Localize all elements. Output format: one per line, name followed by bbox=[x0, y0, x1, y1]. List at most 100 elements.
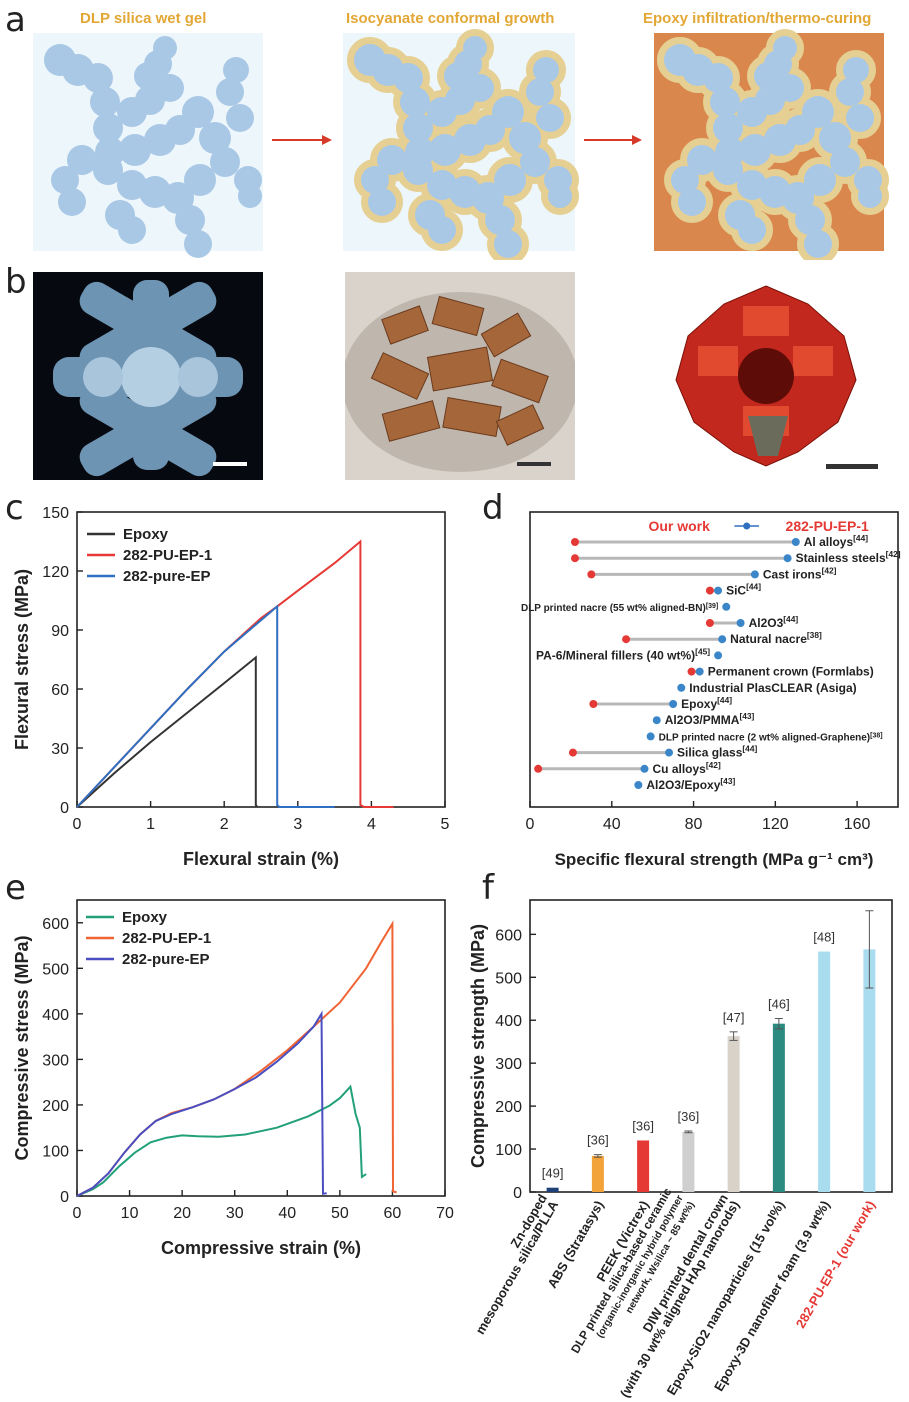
ref-label: [48] bbox=[813, 930, 835, 945]
legend-entry: 282-PU-EP-1 bbox=[122, 930, 211, 947]
x-axis-label: Flexural strain (%) bbox=[183, 849, 339, 869]
x-tick-label: 40 bbox=[278, 1205, 296, 1222]
x-tick-label: 60 bbox=[384, 1205, 402, 1222]
y-tick-label: 200 bbox=[495, 1099, 522, 1116]
panel-a-title-1: DLP silica wet gel bbox=[80, 10, 207, 27]
y-tick-label: 150 bbox=[42, 505, 69, 522]
series-line-282-pure-ep bbox=[76, 604, 335, 808]
our-work-point bbox=[743, 522, 751, 530]
range-max-point bbox=[652, 716, 661, 725]
y-axis-label: Compressive stress (MPa) bbox=[12, 935, 32, 1160]
ref-label: [46] bbox=[768, 997, 790, 1012]
x-axis-label: Specific flexural strength (MPa g⁻¹ cm³) bbox=[555, 850, 874, 869]
material-label: Epoxy[44] bbox=[681, 695, 732, 711]
x-tick-label: 70 bbox=[436, 1205, 454, 1222]
x-tick-label: 0 bbox=[73, 1205, 82, 1222]
x-tick-label: 4 bbox=[367, 816, 376, 833]
range-min-point bbox=[534, 764, 543, 773]
range-max-point bbox=[714, 586, 723, 595]
category-label-group: 282-PU-EP-1 (our work) bbox=[793, 1198, 878, 1331]
ref-label: [36] bbox=[587, 1133, 609, 1148]
x-tick-label: 30 bbox=[226, 1205, 244, 1222]
photo-composite bbox=[648, 276, 884, 476]
panel-a-label: a bbox=[5, 0, 26, 40]
material-label: Cu alloys[42] bbox=[652, 760, 720, 776]
y-tick-label: 30 bbox=[51, 741, 69, 758]
material-label: Al2O3/PMMA[43] bbox=[665, 711, 755, 727]
panel-c-label: c bbox=[5, 488, 24, 528]
photo-silica-gel bbox=[33, 272, 263, 480]
plot-frame bbox=[76, 511, 446, 808]
our-work-label: Our work bbox=[648, 518, 710, 534]
panel-a-title-2: Isocyanate conformal growth bbox=[346, 10, 555, 27]
range-max-point bbox=[736, 619, 745, 627]
bar bbox=[546, 1187, 559, 1192]
legend-entry: 282-pure-EP bbox=[122, 951, 210, 968]
material-label: Al2O3/Epoxy[43] bbox=[646, 776, 735, 792]
arrow-2-head bbox=[632, 135, 642, 145]
material-label: Permanent crown (Formlabs) bbox=[708, 665, 874, 679]
range-min-point bbox=[570, 554, 579, 563]
range-min-point bbox=[568, 748, 577, 757]
y-tick-label: 600 bbox=[42, 916, 69, 933]
y-tick-label: 400 bbox=[495, 1013, 522, 1030]
range-min-point bbox=[687, 667, 696, 676]
x-tick-label: 3 bbox=[293, 816, 302, 833]
compressive-chart: 0 10 20 30 40 50 60 70 0 100 200 300 400 500 600 Compre… bbox=[12, 899, 454, 1258]
ref-label: [47] bbox=[723, 1010, 745, 1025]
range-max-point bbox=[640, 764, 649, 773]
y-tick-label: 200 bbox=[42, 1098, 69, 1115]
plot-frame bbox=[76, 899, 446, 1197]
y-tick-label: 500 bbox=[42, 961, 69, 978]
x-tick-label: 2 bbox=[220, 816, 229, 833]
material-label: Silica glass[44] bbox=[677, 744, 757, 760]
range-min-point bbox=[589, 700, 598, 708]
material-label: Al alloys[44] bbox=[804, 533, 868, 549]
series-line-epoxy bbox=[76, 655, 259, 808]
panel-f-label: f bbox=[482, 868, 494, 908]
range-min-point bbox=[622, 635, 631, 644]
y-tick-label: 400 bbox=[42, 1007, 69, 1024]
material-label: SiC[44] bbox=[726, 582, 761, 598]
x-tick-label: 0 bbox=[73, 816, 82, 833]
panel-a-schematic bbox=[33, 0, 909, 260]
y-tick-label: 90 bbox=[51, 623, 69, 640]
specific-strength-chart: 0 40 80 120 160 Specific flexural strength (M… bbox=[521, 511, 901, 869]
material-label: PA-6/Mineral fillers (40 wt%)[45] bbox=[536, 646, 710, 662]
legend-entry: 282-PU-EP-1 bbox=[123, 547, 212, 564]
y-axis-label: Compressive strength (MPa) bbox=[468, 924, 488, 1168]
scale-bar-2 bbox=[517, 462, 551, 466]
range-max-point bbox=[646, 732, 655, 741]
range-max-point bbox=[722, 602, 731, 611]
category-label: mesoporous silica/PLLA bbox=[472, 1197, 561, 1336]
y-tick-label: 0 bbox=[60, 1189, 69, 1206]
ref-label: [49] bbox=[542, 1166, 564, 1181]
x-tick-label: 20 bbox=[173, 1205, 191, 1222]
scale-bar-1 bbox=[213, 462, 247, 466]
plot-frame bbox=[529, 899, 893, 1193]
bar bbox=[591, 1155, 604, 1192]
material-label: Natural nacre[38] bbox=[730, 630, 822, 646]
bar bbox=[818, 951, 831, 1192]
series-line-282-pure-ep bbox=[76, 1010, 327, 1197]
panel-e-label: e bbox=[5, 868, 26, 908]
compressive-strength-bar-chart: 0 100 200 300 400 500 600 Compressive strength … bbox=[468, 899, 893, 1400]
range-max-point bbox=[783, 554, 792, 563]
ref-label: [36] bbox=[632, 1118, 654, 1133]
y-tick-label: 500 bbox=[495, 970, 522, 987]
our-work-name: 282-PU-EP-1 bbox=[786, 518, 869, 534]
range-max-point bbox=[791, 538, 800, 546]
x-tick-label: 5 bbox=[441, 816, 450, 833]
material-label: DLP printed nacre (55 wt% aligned-BN)[39… bbox=[521, 602, 718, 614]
bar bbox=[863, 949, 876, 1192]
photo-pu-gel bbox=[345, 272, 575, 480]
range-min-point bbox=[570, 538, 579, 546]
range-min-point bbox=[705, 586, 714, 595]
range-max-point bbox=[677, 683, 686, 692]
bar bbox=[682, 1131, 695, 1192]
range-max-point bbox=[634, 781, 643, 789]
panel-d-label: d bbox=[482, 488, 504, 528]
plot-frame bbox=[529, 511, 899, 808]
material-label: Industrial PlasCLEAR (Asiga) bbox=[689, 681, 856, 695]
